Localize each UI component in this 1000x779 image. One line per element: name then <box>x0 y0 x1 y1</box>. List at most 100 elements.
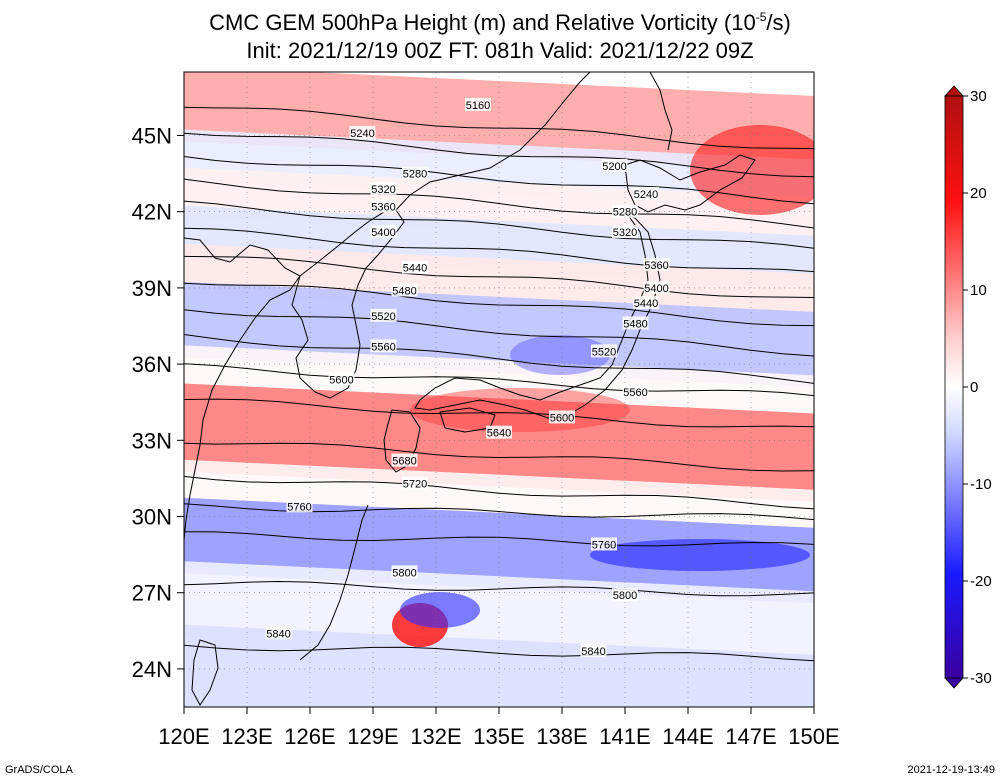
y-tick-label: 45N <box>132 124 172 149</box>
contour-label-bg <box>286 499 313 513</box>
contour-label: 5800 <box>613 590 637 602</box>
contour-5680 <box>184 475 814 510</box>
contour-label: 5200 <box>602 161 626 173</box>
vorticity-max-blob <box>690 125 814 215</box>
colorbar-tick-label: 20 <box>970 185 987 202</box>
contour-label: 5560 <box>623 387 647 399</box>
contour-label: 5360 <box>644 260 668 272</box>
vorticity-band <box>184 459 814 540</box>
grid-lines <box>184 72 814 707</box>
footer-left: GrADS/COLA <box>5 764 74 776</box>
contour-labels: 5160 5240 5200 5280 5240 5320 5360 5280 5400 5320… <box>265 98 670 658</box>
x-tick-label: 123E <box>221 724 272 749</box>
contour-label-bg <box>265 626 292 640</box>
colorbar-tick-label: -10 <box>970 476 992 493</box>
contour-label: 5440 <box>403 263 427 275</box>
colorbar-ticks: 30 20 10 0 -10 -20 -30 <box>963 88 992 687</box>
footer-right: 2021-12-19-13:49 <box>908 764 995 776</box>
contour-label: 5280 <box>613 207 637 219</box>
map-plot-area: 5160 5240 5200 5280 5240 5320 5360 5280 5400 5320… <box>184 72 814 707</box>
contour-5440 <box>184 282 814 327</box>
contour-5640 <box>184 442 814 472</box>
contour-5840 <box>184 644 814 662</box>
contour-label-bg <box>465 98 491 112</box>
contour-label: 5440 <box>634 298 658 310</box>
x-tick-label: 144E <box>662 724 713 749</box>
contour-label-bg <box>391 565 418 579</box>
contour-5400 <box>184 255 814 298</box>
coastline-taiwan <box>191 639 219 706</box>
coastline-honshu <box>414 213 661 419</box>
contour-label: 5480 <box>623 318 647 330</box>
contour-label-bg <box>370 225 397 239</box>
contour-label-bg <box>612 588 638 602</box>
contour-label: 5520 <box>592 346 616 358</box>
x-tick-label: 135E <box>473 724 524 749</box>
vorticity-min-blob <box>590 539 810 571</box>
colorbar-tick-label: -30 <box>970 670 992 687</box>
y-tick-label: 39N <box>132 276 172 301</box>
y-axis: 45N 42N 39N 36N 33N 30N 27N 24N <box>132 124 184 682</box>
contour-label-bg <box>391 283 418 297</box>
coastline-russia <box>395 72 591 211</box>
coastlines <box>184 72 756 706</box>
colorbar-max-arrow <box>944 85 964 97</box>
coastline-hokkaido <box>624 154 756 213</box>
contour-label: 5400 <box>644 283 668 295</box>
contour-label: 5240 <box>350 128 374 140</box>
y-tick-label: 33N <box>132 428 172 453</box>
coastline-sakhalin <box>649 72 673 151</box>
contour-label: 5760 <box>287 501 311 513</box>
contour-label: 5640 <box>487 428 511 440</box>
height-contours <box>184 106 814 662</box>
contour-5520 <box>184 334 814 384</box>
y-tick-label: 24N <box>132 657 172 682</box>
contour-5160 <box>184 106 814 150</box>
y-tick-label: 30N <box>132 505 172 530</box>
contour-label-bg <box>370 339 397 353</box>
title-line2: Init: 2021/12/19 00Z FT: 081h Valid: 202… <box>246 38 753 63</box>
contour-5560 <box>184 363 814 397</box>
contour-label-bg <box>612 204 638 218</box>
contour-5200 <box>184 132 814 178</box>
contour-label: 5400 <box>371 227 395 239</box>
contour-label-bg <box>402 166 428 180</box>
x-tick-label: 126E <box>284 724 335 749</box>
coastline-korea <box>291 209 405 399</box>
contour-label-bg <box>402 476 428 490</box>
x-axis: 120E 123E 126E 129E 132E 135E 138E 141E 144E 147E… <box>158 707 840 749</box>
contour-label-bg <box>601 158 628 172</box>
contour-label: 5800 <box>392 567 416 579</box>
y-tick-label: 42N <box>132 200 172 225</box>
x-tick-label: 147E <box>725 724 776 749</box>
contour-label: 5600 <box>329 374 353 386</box>
contour-label: 5360 <box>371 202 395 214</box>
contour-label-bg <box>591 537 617 551</box>
vorticity-min-blob <box>400 592 480 628</box>
colorbar-tick-label: -20 <box>970 573 992 590</box>
contour-label-bg <box>402 260 428 274</box>
colorbar: 30 20 10 0 -10 -20 -30 <box>944 85 992 689</box>
x-tick-label: 141E <box>599 724 650 749</box>
contour-label-bg <box>370 308 397 322</box>
contour-label-bg <box>486 425 512 439</box>
contour-label-bg <box>643 258 670 272</box>
contour-label: 5720 <box>403 478 427 490</box>
title-line1: CMC GEM 500hPa Height (m) and Relative V… <box>209 10 791 35</box>
contour-label: 5840 <box>266 628 290 640</box>
contour-label: 5240 <box>634 189 658 201</box>
contour-5760 <box>184 531 814 547</box>
coastline-china <box>184 237 301 541</box>
contour-label: 5840 <box>581 646 605 658</box>
contour-5240 <box>184 156 814 205</box>
contour-label: 5560 <box>371 341 395 353</box>
contour-label-bg <box>370 199 397 213</box>
contour-5320 <box>184 200 814 249</box>
contour-label-bg <box>370 181 397 195</box>
contour-label-bg <box>643 280 670 294</box>
coastline-kyushu <box>383 409 421 473</box>
coastline-ryukyu <box>299 504 369 661</box>
y-tick-label: 36N <box>132 352 172 377</box>
x-tick-label: 138E <box>536 724 587 749</box>
